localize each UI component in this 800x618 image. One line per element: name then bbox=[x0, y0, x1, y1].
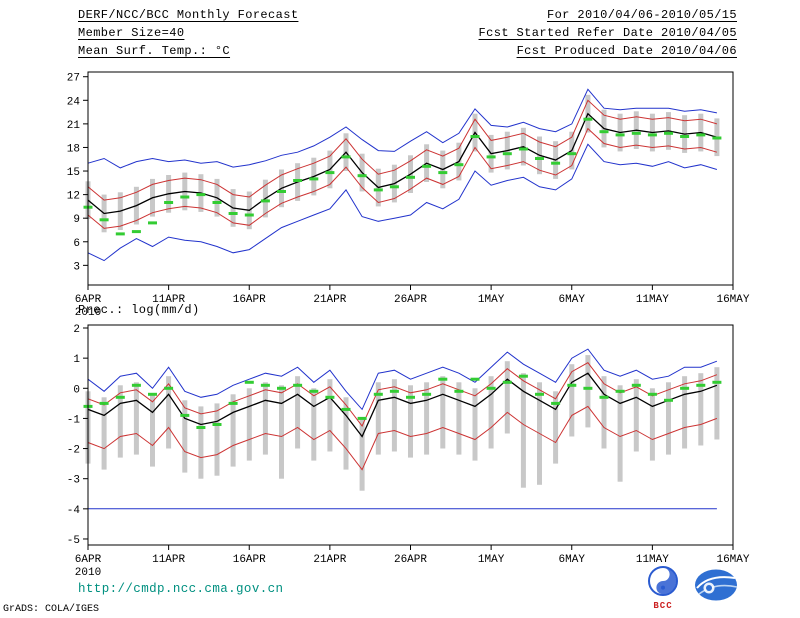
member-size-label: Member Size=40 bbox=[78, 26, 185, 40]
y-tick-label: -1 bbox=[67, 414, 81, 426]
x-year-label: 2010 bbox=[75, 307, 101, 319]
y-tick-label: 15 bbox=[67, 167, 80, 179]
x-tick-label: 16MAY bbox=[716, 554, 749, 566]
y-tick-label: -5 bbox=[67, 535, 80, 547]
produced-date-label: Fcst Produced Date 2010/04/06 bbox=[516, 44, 737, 58]
series-ensemble-mean bbox=[87, 372, 718, 438]
bcc-logo: BCC bbox=[640, 564, 686, 611]
x-tick-label: 6APR bbox=[75, 554, 102, 566]
y-tick-label: 24 bbox=[67, 96, 81, 108]
series-ensemble-min bbox=[87, 143, 718, 262]
y-tick-label: -2 bbox=[67, 445, 80, 457]
series-lower-percentile bbox=[87, 405, 718, 471]
y-tick-label: 27 bbox=[67, 73, 80, 85]
x-tick-label: 21APR bbox=[313, 554, 346, 566]
forecast-range-label: For 2010/04/06-2010/05/15 bbox=[546, 8, 737, 22]
series-upper-percentile bbox=[87, 362, 718, 427]
series-observation bbox=[83, 374, 722, 429]
x-tick-label: 21APR bbox=[313, 294, 346, 306]
y-tick-label: -3 bbox=[67, 475, 80, 487]
cma-logo bbox=[690, 566, 742, 611]
spread-bars bbox=[85, 94, 720, 233]
temperature-panel: 3 6 9 12 15 18 21 24 27 6APR 11APR 16APR 21APR 26APR 1… bbox=[67, 71, 750, 319]
x-tick-label: 11MAY bbox=[636, 294, 669, 306]
grads-credit: GrADS: COLA/IGES bbox=[3, 604, 100, 615]
series-ensemble-max bbox=[87, 348, 718, 411]
x-tick-label: 16MAY bbox=[716, 294, 749, 306]
x-tick-label: 1MAY bbox=[478, 554, 505, 566]
y-tick-label: 21 bbox=[67, 120, 81, 132]
x-tick-label: 6MAY bbox=[559, 554, 586, 566]
series-observation bbox=[83, 117, 722, 236]
source-url: http://cmdp.ncc.cma.gov.cn bbox=[78, 582, 284, 596]
x-year-label: 2010 bbox=[75, 567, 101, 579]
y-tick-label: 18 bbox=[67, 143, 80, 155]
bcc-logo-icon bbox=[648, 566, 678, 596]
y-tick-label: 3 bbox=[73, 261, 80, 273]
y-tick-label: -4 bbox=[67, 505, 81, 517]
series-lower-percentile bbox=[87, 127, 718, 229]
series-ensemble-mean bbox=[87, 112, 718, 215]
series-ensemble-max bbox=[87, 88, 717, 169]
precipitation-panel: 2 1 0 -1 -2 -3 -4 -5 6APR 11APR 16APR 21APR 26APR 1MA… bbox=[67, 324, 750, 579]
plot-title: DERF/NCC/BCC Monthly Forecast bbox=[78, 8, 299, 22]
x-tick-label: 6MAY bbox=[559, 294, 586, 306]
x-tick-label: 26APR bbox=[394, 294, 427, 306]
x-tick-label: 16APR bbox=[233, 554, 266, 566]
x-tick-label: 1MAY bbox=[478, 294, 505, 306]
x-tick-label: 11APR bbox=[152, 294, 185, 306]
cma-logo-icon bbox=[695, 569, 738, 601]
precip-panel-label: Prec.: log(mm/d) bbox=[78, 303, 200, 317]
refer-date-label: Fcst Started Refer Date 2010/04/05 bbox=[478, 26, 737, 40]
y-tick-label: 12 bbox=[67, 191, 80, 203]
y-tick-label: 1 bbox=[73, 354, 80, 366]
y-tick-label: 2 bbox=[73, 324, 80, 336]
series-upper-percentile bbox=[87, 99, 718, 201]
x-tick-label: 6APR bbox=[75, 294, 102, 306]
y-tick-label: 0 bbox=[73, 384, 80, 396]
x-tick-label: 26APR bbox=[394, 554, 427, 566]
y-tick-label: 9 bbox=[73, 214, 80, 226]
y-tick-label: 6 bbox=[73, 238, 80, 250]
x-tick-label: 16APR bbox=[233, 294, 266, 306]
x-tick-label: 11APR bbox=[152, 554, 185, 566]
temp-panel-label: Mean Surf. Temp.: °C bbox=[78, 44, 231, 58]
x-tick-label: 11MAY bbox=[636, 554, 669, 566]
bcc-logo-label: BCC bbox=[653, 601, 673, 611]
spread-bars bbox=[85, 355, 720, 491]
